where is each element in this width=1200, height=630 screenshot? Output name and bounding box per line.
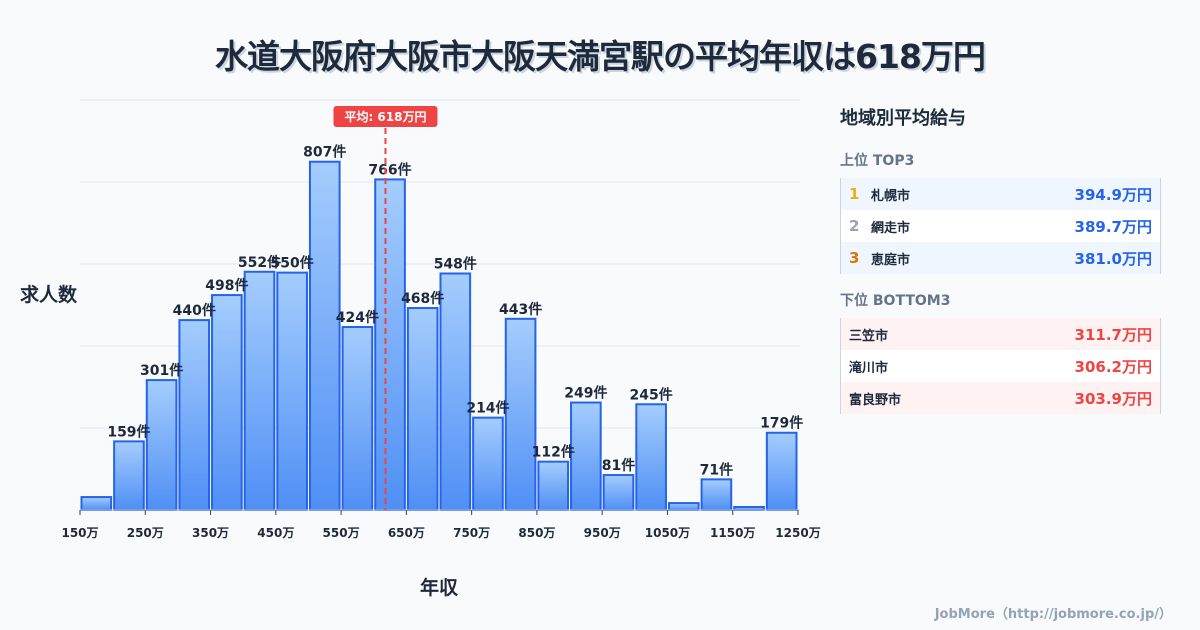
histogram-bar (211, 294, 243, 511)
bar-data-label: 440件 (173, 302, 216, 319)
histogram-bar (667, 502, 700, 511)
salary-value: 394.9万円 (1074, 185, 1152, 204)
bar-data-label: 214件 (466, 400, 509, 417)
salary-value: 381.0万円 (1074, 249, 1152, 268)
city-name: 恵庭市 (871, 252, 911, 268)
bar-data-label: 245件 (630, 386, 673, 403)
salary-value: 389.7万円 (1074, 217, 1152, 236)
mean-label: 平均: 618万円 (344, 109, 426, 124)
x-tick-label: 950万 (584, 526, 621, 540)
bar-data-label: 179件 (760, 415, 803, 432)
histogram-bar (80, 496, 113, 512)
salary-value: 303.9万円 (1074, 389, 1152, 408)
table-row: 3 恵庭市 381.0万円 (841, 242, 1160, 274)
bottom3-table: 三笠市 311.7万円 滝川市 306.2万円 富良野市 303.9万円 (840, 318, 1161, 414)
x-tick-label: 1050万 (645, 526, 690, 540)
bar-data-label: 548件 (434, 255, 477, 272)
mean-badge (333, 106, 438, 127)
histogram-bar (374, 178, 406, 511)
histogram-bar (570, 401, 602, 511)
top3-table: 1 札幌市 394.9万円 2 網走市 389.7万円 3 恵庭市 381.0万円 (840, 178, 1161, 274)
city-name: 網走市 (871, 220, 911, 236)
rank: 2 (849, 217, 860, 235)
footer-credit: JobMore（http://jobmore.co.jp/） (934, 607, 1172, 622)
top3-label: 上位 TOP3 (840, 153, 915, 169)
table-row: 2 網走市 389.7万円 (841, 210, 1160, 242)
table-row: 滝川市 306.2万円 (841, 350, 1160, 382)
bar-data-label: 443件 (499, 301, 542, 318)
bar-data-label: 550件 (271, 255, 314, 272)
bottom3-label: 下位 BOTTOM3 (840, 293, 951, 309)
rank: 3 (849, 249, 860, 267)
histogram-bar (113, 440, 145, 511)
bar-data-label: 552件 (238, 254, 281, 271)
histogram-bar (537, 460, 570, 511)
histogram-bar (243, 270, 276, 512)
x-tick-label: 350万 (192, 526, 229, 540)
x-tick-label: 650万 (388, 526, 425, 540)
histogram-bar (700, 478, 733, 511)
histogram-bar (602, 474, 635, 512)
city-name: 札幌市 (871, 188, 911, 204)
histogram-bar (504, 317, 537, 511)
bar-data-label: 807件 (303, 144, 346, 161)
x-tick-label: 550万 (323, 526, 360, 540)
histogram-bar (765, 431, 798, 512)
histogram-bar (439, 272, 472, 512)
regional-salary-panel: 地域別平均給与 上位 TOP3 1 札幌市 394.9万円 2 網走市 389.7万円 … (840, 104, 1161, 430)
salary-value: 311.7万円 (1074, 325, 1152, 344)
panel-heading: 地域別平均給与 (840, 108, 966, 129)
bar-data-label: 159件 (107, 423, 150, 440)
bar-data-label: 468件 (401, 290, 444, 307)
page-title: 水道大阪府大阪市大阪天満宮駅の平均年収は618万円 (215, 37, 986, 76)
histogram-bar (145, 379, 178, 511)
x-tick-label: 250万 (127, 526, 164, 540)
histogram-bar (341, 326, 374, 511)
city-name: 三笠市 (849, 328, 889, 344)
histogram-bar (472, 416, 504, 512)
bar-data-label: 766件 (368, 161, 411, 178)
bar-data-label: 71件 (700, 461, 733, 478)
histogram-bar (635, 403, 667, 511)
bar-data-label: 498件 (205, 277, 248, 294)
x-tick-label: 150万 (61, 526, 98, 540)
histogram-bar (308, 160, 341, 511)
city-name: 滝川市 (849, 360, 889, 376)
x-tick-label: 450万 (257, 526, 294, 540)
x-tick-label: 1250万 (775, 526, 820, 540)
bar-data-label: 112件 (532, 444, 575, 461)
histogram-bar (406, 307, 439, 511)
histogram-bar (276, 271, 308, 512)
salary-value: 306.2万円 (1074, 357, 1152, 376)
table-row: 1 札幌市 394.9万円 (841, 178, 1160, 210)
table-row: 富良野市 303.9万円 (841, 382, 1160, 414)
bar-data-label: 301件 (140, 362, 183, 379)
bar-data-label: 81件 (602, 457, 635, 474)
bar-data-label: 424件 (336, 309, 379, 326)
table-row: 三笠市 311.7万円 (841, 318, 1160, 350)
x-tick-label: 850万 (518, 526, 555, 540)
rank: 1 (849, 185, 860, 203)
x-axis-label: 年収 (420, 577, 459, 599)
bar-data-label: 249件 (564, 385, 607, 402)
histogram-bar (178, 319, 211, 511)
x-tick-label: 1150万 (710, 526, 755, 540)
x-tick-label: 750万 (453, 526, 490, 540)
city-name: 富良野市 (849, 392, 902, 408)
y-axis-label: 求人数 (20, 284, 78, 306)
